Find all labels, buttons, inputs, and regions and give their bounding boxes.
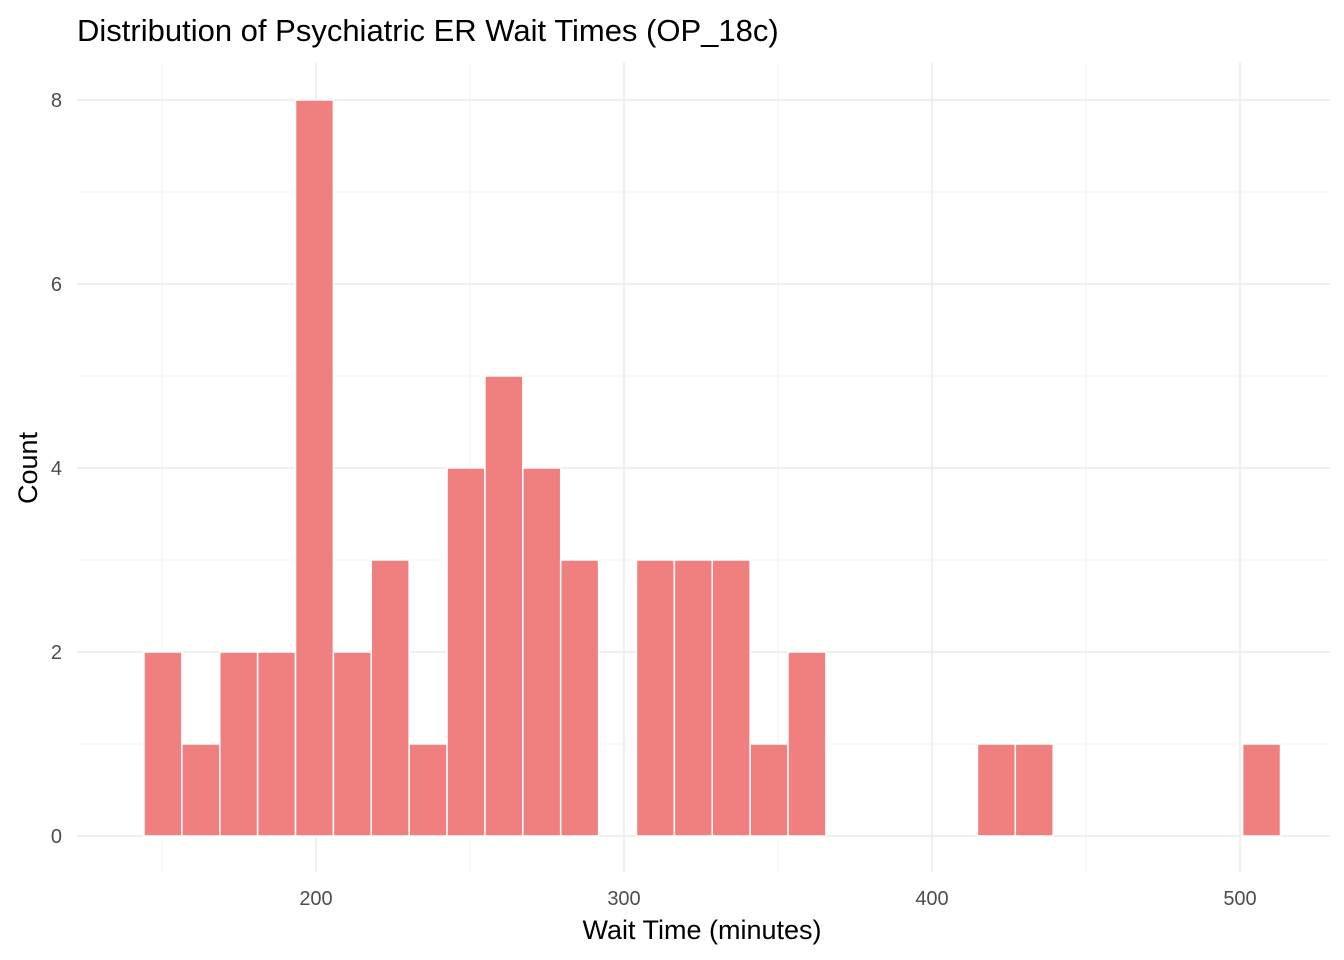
histogram-bars (143, 99, 1282, 837)
x-tick-label: 500 (1223, 888, 1256, 910)
histogram-bar (522, 467, 562, 837)
histogram-bar (408, 743, 448, 837)
y-tick-label: 4 (51, 458, 62, 480)
histogram-bar (143, 651, 183, 837)
histogram-bar (484, 375, 524, 837)
histogram-bar (219, 651, 259, 837)
histogram-bar (181, 743, 221, 837)
histogram-bar (711, 559, 751, 837)
x-tick-label: 300 (607, 888, 640, 910)
chart-title: Distribution of Psychiatric ER Wait Time… (77, 13, 779, 48)
histogram-bar (559, 559, 600, 837)
histogram-bar (256, 651, 297, 837)
y-tick-label: 2 (51, 642, 62, 664)
y-axis-label: Count (13, 431, 43, 504)
x-axis-ticks: 200 300 400 500 (299, 888, 1256, 910)
histogram-bar (1014, 743, 1054, 837)
histogram-bar (446, 467, 486, 837)
y-tick-label: 8 (51, 90, 62, 112)
histogram-bar (370, 559, 410, 837)
y-axis-ticks: 0 2 4 6 8 (51, 90, 62, 848)
x-axis-label: Wait Time (minutes) (582, 915, 821, 945)
histogram-bar (332, 651, 373, 837)
histogram-bar (749, 743, 789, 837)
y-tick-label: 0 (51, 826, 62, 848)
histogram-bar (673, 559, 713, 837)
histogram-bar (1241, 743, 1282, 837)
x-tick-label: 200 (299, 888, 332, 910)
x-tick-label: 400 (915, 888, 948, 910)
histogram-bar (294, 99, 335, 837)
histogram-bar (635, 559, 676, 837)
histogram-bar (976, 743, 1017, 837)
histogram-bar (787, 651, 827, 837)
y-tick-label: 6 (51, 274, 62, 296)
